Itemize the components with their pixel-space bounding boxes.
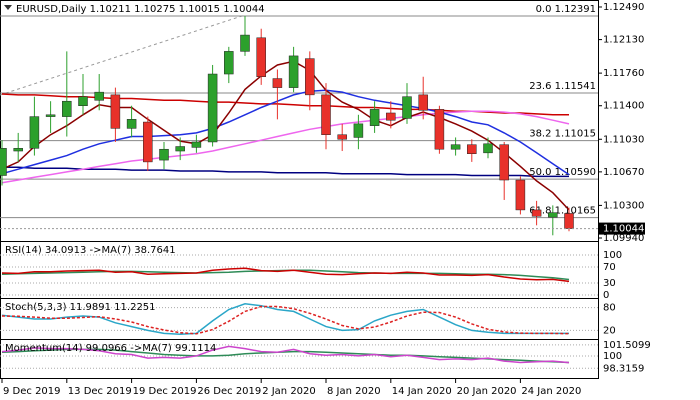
- indicator-line: [1, 110, 570, 184]
- indicator-line: [1, 303, 569, 335]
- candle-body: [191, 141, 202, 148]
- y-tick-label: 1.11760: [603, 68, 644, 79]
- candle-body: [321, 94, 331, 135]
- y-tick-label: 100: [603, 351, 622, 362]
- title-icon: [4, 5, 12, 10]
- indicator-line: [1, 89, 570, 176]
- indicator-line: [1, 348, 570, 364]
- indicator-line: [2, 166, 569, 178]
- fibo-label: 50.0 1.10590: [529, 167, 596, 178]
- y-tick-label: 1.10300: [603, 200, 644, 211]
- last-price-label: 1.10044: [603, 224, 644, 235]
- y-tick-label: 20: [603, 325, 616, 336]
- fibo-label: 38.2 1.11015: [529, 129, 596, 140]
- y-tick-label: 1.12130: [603, 35, 644, 46]
- candle-body: [337, 134, 347, 140]
- candle-body: [499, 144, 509, 181]
- candle-body: [305, 58, 315, 96]
- indicator-line: [1, 267, 570, 283]
- panel-title: RSI(14) 34.0913 ->MA(7) 38.7641: [5, 245, 176, 256]
- y-tick-label: 0: [603, 290, 609, 301]
- candle-body: [45, 114, 56, 117]
- y-tick-label: 100: [603, 250, 622, 261]
- candle-body: [159, 148, 169, 161]
- candle-body: [531, 209, 542, 217]
- indicator-line: [1, 60, 570, 211]
- y-tick-label: 1.12490: [603, 2, 644, 13]
- candle-body: [126, 119, 137, 129]
- candle-body: [418, 94, 428, 111]
- candle-body: [272, 78, 283, 88]
- panel-title: Momentum(14) 99.0966 ->MA(7) 99.1114: [5, 343, 216, 354]
- x-tick-label: 9 Dec 2019: [3, 386, 61, 397]
- candle-body: [143, 121, 153, 163]
- candle-body: [94, 91, 104, 101]
- y-tick-label: 1.11030: [603, 134, 644, 145]
- candle-body: [175, 146, 185, 152]
- indicator-line: [1, 345, 570, 364]
- y-tick-label: 30: [603, 278, 616, 289]
- candle-body: [288, 55, 299, 88]
- candle-body: [548, 212, 558, 218]
- fibo-trendline: [0, 14, 246, 96]
- fibo-label: 61.8 1.10165: [529, 206, 596, 217]
- last-price-box: [599, 222, 645, 235]
- candle-body: [434, 109, 445, 150]
- x-tick-label: 24 Jan 2020: [521, 386, 581, 397]
- fibo-label: 23.6 1.11541: [529, 81, 596, 92]
- candle-body: [207, 73, 218, 143]
- plot-frame: [0, 0, 599, 379]
- candle-body: [483, 143, 493, 154]
- candle-body: [13, 148, 23, 152]
- x-tick-label: 14 Jan 2020: [392, 386, 452, 397]
- candle-body: [564, 213, 574, 229]
- fibo-label: 0.0 1.12391: [536, 4, 596, 15]
- y-tick-label: 1.10670: [603, 167, 644, 178]
- x-tick-label: 26 Dec 2019: [197, 386, 261, 397]
- candle-body: [256, 37, 266, 77]
- candle-body: [450, 144, 461, 150]
- indicator-line: [1, 305, 570, 335]
- candle-body: [78, 96, 88, 106]
- x-tick-label: 19 Dec 2019: [133, 386, 197, 397]
- candle-body: [110, 94, 121, 129]
- candle-body: [353, 123, 364, 138]
- x-tick-label: 20 Jan 2020: [457, 386, 517, 397]
- candle-body: [240, 34, 250, 52]
- y-tick-label: 98.3159: [603, 363, 644, 374]
- candle-body: [29, 116, 40, 149]
- y-tick-label: 1.09940: [603, 233, 644, 244]
- candle-body: [62, 100, 72, 117]
- panel-title: Stoch(5,3,3) 11.9891 11.2251: [5, 302, 156, 313]
- candle-body: [224, 51, 234, 75]
- candle-body: [402, 96, 412, 119]
- candle-body: [515, 179, 526, 211]
- y-tick-label: 101.5099: [603, 340, 651, 351]
- candle-body: [369, 109, 380, 126]
- y-tick-label: 1.11400: [603, 101, 644, 112]
- y-tick-label: 70: [603, 262, 616, 273]
- x-tick-label: 8 Jan 2020: [327, 386, 381, 397]
- candle-body: [467, 144, 477, 155]
- candle-body: [0, 148, 7, 176]
- x-tick-label: 2 Jan 2020: [262, 386, 316, 397]
- candle-body: [386, 112, 396, 121]
- y-tick-label: 80: [603, 303, 616, 314]
- chart-title: EURUSD,Daily 1.10211 1.10275 1.10015 1.1…: [16, 4, 265, 15]
- x-tick-label: 13 Dec 2019: [68, 386, 132, 397]
